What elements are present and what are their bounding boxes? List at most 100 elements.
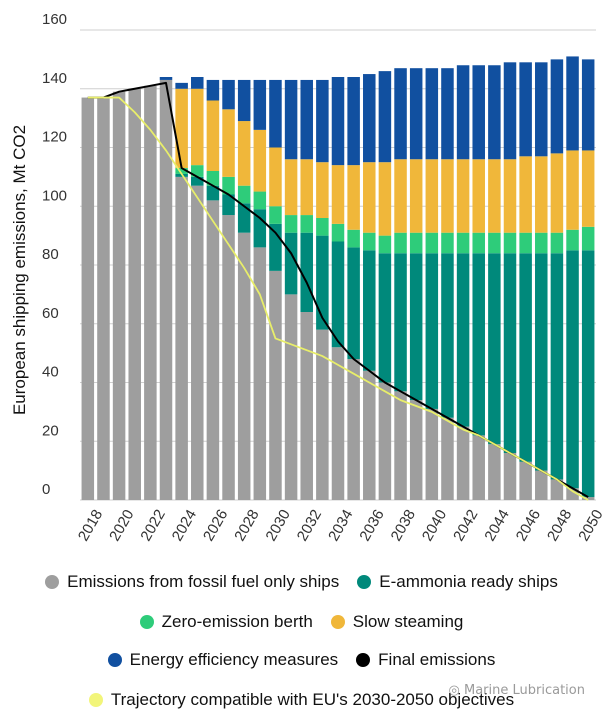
bar-segment <box>441 68 454 160</box>
bar-segment <box>269 270 282 500</box>
bar-segment <box>535 62 548 157</box>
bar-segment <box>519 232 532 254</box>
legend-item: Final emissions <box>356 650 495 670</box>
bar-segment <box>503 62 517 160</box>
bar-segment <box>441 253 454 418</box>
legend-item: Slow steaming <box>330 612 464 632</box>
bar-segment <box>394 159 407 233</box>
legend-dot-icon <box>139 615 154 629</box>
bar-segment <box>284 215 298 233</box>
x-tick-label: 2048 <box>544 507 575 544</box>
bar-segment <box>425 253 439 409</box>
bar-segment <box>175 82 188 89</box>
legend-item: E-ammonia ready ships <box>357 572 558 592</box>
x-tick-label: 2044 <box>481 507 512 544</box>
bar-segment <box>144 85 157 500</box>
legend-dot-icon <box>330 615 345 629</box>
bar-segment <box>394 253 407 392</box>
legend-dot-icon <box>88 693 103 707</box>
x-tick-label: 2040 <box>419 507 450 544</box>
lines <box>87 81 589 501</box>
bar-segment <box>409 68 423 160</box>
bar-segment <box>253 247 267 500</box>
bar-segment <box>472 435 485 500</box>
bar-segment <box>535 470 548 500</box>
bar-segment <box>394 391 407 500</box>
bar-segment <box>331 241 345 348</box>
bar-segment <box>441 417 454 500</box>
bar-segment <box>363 250 376 371</box>
bar-segment <box>425 408 439 500</box>
y-tick-label: 20 <box>42 422 59 439</box>
bar-segment <box>409 400 423 500</box>
bar-segment <box>488 253 501 445</box>
x-tick-label: 2046 <box>513 507 544 544</box>
bar-segment <box>237 185 251 204</box>
bar-segment <box>550 232 564 254</box>
legend-label: Trajectory compatible with EU's 2030-205… <box>110 690 515 709</box>
bar-segment <box>409 232 423 254</box>
bar-segment <box>566 250 579 489</box>
bar-segment <box>441 159 454 233</box>
bar-segment <box>316 79 329 163</box>
bar-segment <box>566 229 579 251</box>
bar-segment <box>425 159 439 233</box>
y-tick-label: 160 <box>42 11 67 28</box>
bar-segment <box>363 162 376 233</box>
bar-segment <box>206 79 220 101</box>
bar-segment <box>394 68 407 160</box>
bar-segment <box>300 232 313 312</box>
bar-segment <box>409 253 423 401</box>
x-tick-label: 2050 <box>575 507 603 544</box>
y-tick-label: 0 <box>42 481 50 498</box>
x-tick-label: 2022 <box>137 507 168 544</box>
y-tick-label: 140 <box>42 70 67 87</box>
bar-segment <box>269 147 282 207</box>
bar-segment <box>581 226 595 251</box>
legend-item: Emissions from fossil fuel only ships <box>45 572 339 592</box>
bar-segment <box>566 488 579 500</box>
legend-label: Slow steaming <box>352 612 464 631</box>
legend-label: Emissions from fossil fuel only ships <box>67 572 340 591</box>
bar-segment <box>456 426 470 500</box>
legend-item: Energy efficiency measures <box>107 650 339 670</box>
bar-segment <box>581 59 595 151</box>
legend-row: Energy efficiency measures Final emission… <box>0 650 603 670</box>
bar-segment <box>519 62 532 157</box>
bar-segment <box>191 165 204 177</box>
x-tick-label: 2032 <box>294 507 325 544</box>
bar-segment <box>456 65 470 160</box>
bar-segment <box>503 253 517 453</box>
bar-segment <box>222 176 235 195</box>
bar-segment <box>456 159 470 233</box>
x-tick-label: 2020 <box>106 507 137 544</box>
bar-segment <box>269 206 282 224</box>
legend-label: Energy efficiency measures <box>129 650 339 669</box>
bar-segment <box>237 121 251 186</box>
y-tick-label: 60 <box>42 305 59 322</box>
bar-segment <box>300 159 313 216</box>
bar-segment <box>488 159 501 233</box>
bar-segment <box>378 382 392 500</box>
bar-segment <box>581 150 595 227</box>
bar-segment <box>347 229 360 248</box>
x-axis-ticks: 2018 2020 2022 2024 2026 2028 2030 2032 2034 2036… <box>75 507 603 544</box>
bar-segment <box>456 253 470 427</box>
x-tick-label: 2030 <box>263 507 294 544</box>
bar-segment <box>535 253 548 471</box>
bar-segment <box>519 156 532 233</box>
bar-segment <box>347 247 360 359</box>
x-tick-label: 2038 <box>388 507 419 544</box>
bar-segment <box>81 97 95 500</box>
bar-segment <box>284 294 298 500</box>
bar-segment <box>503 232 517 254</box>
legend-row: Zero-emission berth Slow steaming <box>0 612 603 632</box>
bar-segment <box>425 68 439 160</box>
bar-segment <box>253 191 267 210</box>
x-tick-label: 2024 <box>169 507 200 544</box>
bar-segment <box>175 168 188 174</box>
x-tick-label: 2028 <box>231 507 262 544</box>
x-tick-label: 2018 <box>75 507 106 544</box>
y-tick-label: 100 <box>42 187 67 204</box>
